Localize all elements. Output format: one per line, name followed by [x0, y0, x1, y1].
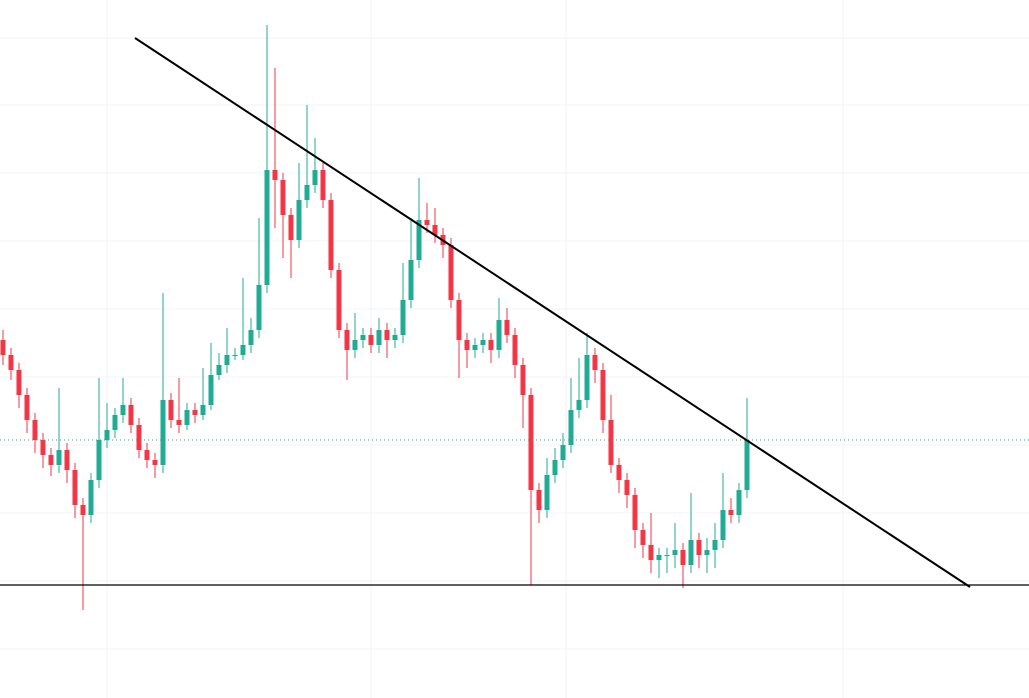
candle-body	[328, 200, 334, 270]
candle-body	[400, 300, 406, 335]
candle-body	[48, 455, 54, 465]
candle-body	[720, 510, 726, 540]
candle-body	[152, 460, 158, 465]
candle-body	[184, 410, 190, 425]
candle-body	[312, 170, 318, 185]
candle-body	[120, 405, 126, 415]
candle-body	[296, 200, 302, 240]
candle-body	[416, 220, 422, 260]
candle-body	[88, 480, 94, 515]
candle-body	[552, 460, 558, 475]
trend-line	[134, 37, 971, 588]
candle-body	[424, 220, 430, 225]
candle-body	[320, 170, 326, 200]
candle-body	[712, 540, 718, 550]
candle-body	[200, 405, 206, 415]
candle-body	[520, 365, 526, 395]
candle-body	[376, 330, 382, 345]
candle-body	[528, 395, 534, 490]
candle-body	[680, 550, 686, 565]
candle-body	[240, 345, 246, 355]
candle-body	[144, 450, 150, 460]
candle-body	[272, 170, 278, 180]
candle-body	[336, 270, 342, 330]
candle-body	[216, 365, 222, 375]
candle-body	[256, 285, 262, 330]
candle-body	[744, 440, 750, 490]
candle-body	[112, 415, 118, 430]
candle-body	[352, 340, 358, 350]
candle-body	[648, 545, 654, 560]
candle-body	[264, 170, 270, 285]
candle-body	[600, 370, 606, 420]
candle-body	[168, 400, 174, 420]
candle-body	[576, 400, 582, 410]
candle-body	[536, 490, 542, 510]
candle-body	[384, 330, 390, 340]
candle-body	[704, 550, 710, 555]
candle-body	[16, 370, 22, 395]
candle-body	[616, 465, 622, 480]
candle-body	[432, 225, 438, 235]
candle-body	[568, 410, 574, 445]
candle-body	[0, 340, 6, 355]
candle-body	[192, 410, 198, 415]
candle-body	[688, 540, 694, 565]
candle-body	[632, 495, 638, 530]
candle-body	[8, 355, 14, 370]
candle-body	[736, 490, 742, 515]
candle-body	[480, 340, 486, 345]
candle-body	[368, 335, 374, 345]
candle-body	[56, 450, 62, 465]
candle-body	[96, 440, 102, 480]
candle-body	[304, 185, 310, 200]
candle-body	[392, 335, 398, 340]
candle-body	[656, 555, 662, 560]
candle-body	[560, 445, 566, 460]
candle-body	[512, 335, 518, 365]
candle-body	[208, 375, 214, 405]
candle-body	[624, 480, 630, 495]
candle-body	[360, 335, 366, 340]
candle-body	[472, 345, 478, 350]
candle-body	[80, 505, 86, 515]
candle-body	[672, 550, 678, 555]
candle-body	[248, 330, 254, 345]
candle-body	[488, 340, 494, 350]
candle-body	[496, 320, 502, 350]
candle-body	[136, 425, 142, 450]
candle-body	[728, 510, 734, 515]
candle-body	[408, 260, 414, 300]
candle-body	[176, 420, 182, 425]
candle-body	[640, 530, 646, 545]
candle-body	[544, 475, 550, 510]
candle-body	[696, 540, 702, 555]
candle-body	[32, 420, 38, 440]
candle-body	[288, 215, 294, 240]
candle-body	[40, 440, 46, 455]
candle-body	[64, 450, 70, 470]
candle-body	[464, 340, 470, 350]
candle-body	[104, 430, 110, 440]
candle-body	[584, 355, 590, 400]
candle-body	[344, 330, 350, 350]
candle-body	[24, 395, 30, 420]
candle-body	[160, 400, 166, 465]
candle-body	[128, 405, 134, 425]
candle-body	[456, 300, 462, 340]
candle-body	[664, 555, 670, 556]
candle-body	[448, 245, 454, 300]
candle-body	[592, 355, 598, 370]
candle-body	[608, 420, 614, 465]
candle-body	[72, 470, 78, 505]
candle-body	[280, 180, 286, 215]
candle-body	[232, 355, 238, 356]
candle-body	[224, 355, 230, 365]
candle-body	[504, 320, 510, 335]
